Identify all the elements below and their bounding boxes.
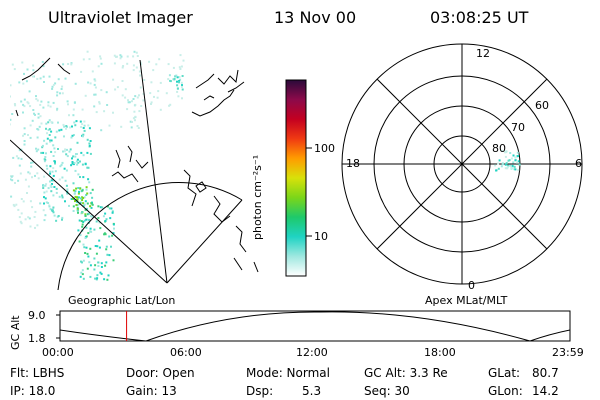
colorbar-label-100: 100 xyxy=(314,142,335,155)
colorbar-gradient xyxy=(286,80,306,276)
info-glon-label: GLon: xyxy=(488,384,523,398)
timeline-y-tick-label-9: 9.0 xyxy=(28,309,46,322)
geographic-map xyxy=(10,50,259,290)
info-dsp-value: 5.3 xyxy=(302,384,322,398)
info-filter: Flt: LBHS xyxy=(10,366,65,380)
info-ip: IP: 18.0 xyxy=(10,384,56,398)
timeline-x-tick-2359: 23:59 xyxy=(552,346,584,359)
info-sequence: Seq: 30 xyxy=(364,384,410,398)
mlt-label-18: 18 xyxy=(346,157,360,170)
polar-emission-patch xyxy=(494,149,521,172)
mlt-label-12: 12 xyxy=(476,47,490,60)
info-gc-alt: GC Alt: 3.3 Re xyxy=(364,366,448,380)
mlat-label-60: 60 xyxy=(535,99,549,112)
mlat-label-70: 70 xyxy=(511,121,525,134)
polar-plot xyxy=(341,43,583,285)
info-dsp-label: Dsp: xyxy=(246,384,274,398)
info-glat-value: 80.7 xyxy=(532,366,559,380)
colorbar-label-10: 10 xyxy=(314,230,328,243)
map-grid-lines xyxy=(10,59,243,290)
info-glon-value: 14.2 xyxy=(532,384,559,398)
timeline-y-label: GC Alt xyxy=(9,315,22,350)
info-mode: Mode: Normal xyxy=(246,366,330,380)
instrument-title: Ultraviolet Imager xyxy=(48,8,193,27)
aurora-emission-map xyxy=(10,50,185,281)
timeline-y-tick-label-1-8: 1.8 xyxy=(28,332,46,345)
info-door: Door: Open xyxy=(126,366,195,380)
map-projection-label: Geographic Lat/Lon xyxy=(68,294,176,307)
colorbar-frame xyxy=(285,79,307,277)
mlt-label-6: 6 xyxy=(575,157,582,170)
timeline-x-tick-06: 06:00 xyxy=(170,346,202,359)
observation-time: 03:08:25 UT xyxy=(430,8,529,27)
timeline-plot xyxy=(56,310,571,342)
coastlines xyxy=(15,57,259,273)
polar-diagonal-2 xyxy=(376,78,548,250)
timeline-x-tick-18: 18:00 xyxy=(424,346,456,359)
mlat-label-80: 80 xyxy=(492,142,506,155)
colorbar-unit-label: photon cm⁻²s⁻¹ xyxy=(251,154,264,240)
info-glat-label: GLat: xyxy=(488,366,521,380)
timeline-frame xyxy=(59,310,571,342)
timeline-x-tick-00: 00:00 xyxy=(42,346,74,359)
timeline-x-tick-12: 12:00 xyxy=(296,346,328,359)
observation-date: 13 Nov 00 xyxy=(274,8,357,27)
mlt-label-0: 0 xyxy=(468,279,475,292)
info-gain: Gain: 13 xyxy=(126,384,177,398)
polar-projection-label: Apex MLat/MLT xyxy=(425,294,508,307)
colorbar xyxy=(285,79,312,277)
altitude-curve xyxy=(60,311,570,341)
